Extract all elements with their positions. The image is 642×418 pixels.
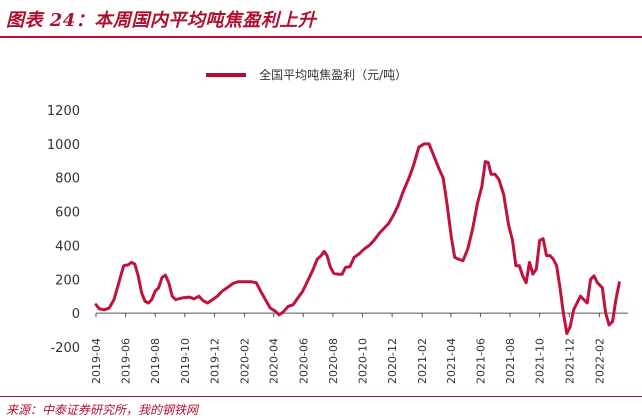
y-tick-label: 0 — [72, 307, 80, 322]
x-tick-label: 2019-12 — [208, 338, 221, 384]
y-tick-label: -200 — [50, 341, 80, 356]
x-tick-label: 2021-04 — [445, 338, 458, 384]
y-tick-label: 400 — [55, 239, 80, 254]
x-tick-label: 2021-10 — [534, 338, 547, 384]
title-underline — [0, 36, 642, 38]
x-tick-label: 2019-10 — [179, 338, 192, 384]
x-tick-label: 2020-04 — [268, 338, 281, 384]
y-tick-label: 200 — [55, 273, 80, 288]
y-tick-label: 800 — [55, 172, 80, 187]
page-title: 图表 24：本周国内平均吨焦盈利上升 — [6, 10, 317, 31]
x-tick-label: 2019-04 — [90, 338, 103, 384]
x-tick-label: 2019-06 — [120, 338, 133, 384]
y-tick-label: 1200 — [47, 104, 80, 119]
legend-label: 全国平均吨焦盈利（元/吨） — [259, 68, 408, 82]
x-tick-label: 2020-02 — [239, 338, 252, 384]
y-tick-label: 600 — [55, 206, 80, 221]
title-bar: 图表 24：本周国内平均吨焦盈利上升 — [0, 0, 642, 38]
chart-legend: 全国平均吨焦盈利（元/吨） — [206, 64, 407, 84]
source-note: 来源：中泰证券研究所，我的钢铁网 — [6, 403, 199, 417]
series-line — [94, 142, 621, 335]
y-tick-label: 1000 — [47, 138, 80, 153]
line-chart: -200 0 200 400 600 800 1000 1200 2019-04 2019-06 2… — [47, 104, 628, 384]
x-tick-label: 2021-02 — [416, 338, 429, 384]
x-tick-label: 2020-06 — [297, 338, 310, 384]
x-tick-label: 2021-06 — [474, 338, 487, 384]
source-divider — [0, 396, 642, 397]
x-tick-label: 2020-12 — [386, 338, 399, 384]
x-tick-label: 2022-02 — [593, 338, 606, 384]
x-tick-label: 2020-08 — [327, 338, 340, 384]
x-tick-label: 2020-10 — [356, 338, 369, 384]
x-tick-label: 2021-08 — [504, 338, 517, 384]
x-tick-label: 2021-12 — [563, 338, 576, 384]
x-tick-label: 2019-08 — [149, 338, 162, 384]
legend-swatch — [206, 72, 246, 77]
